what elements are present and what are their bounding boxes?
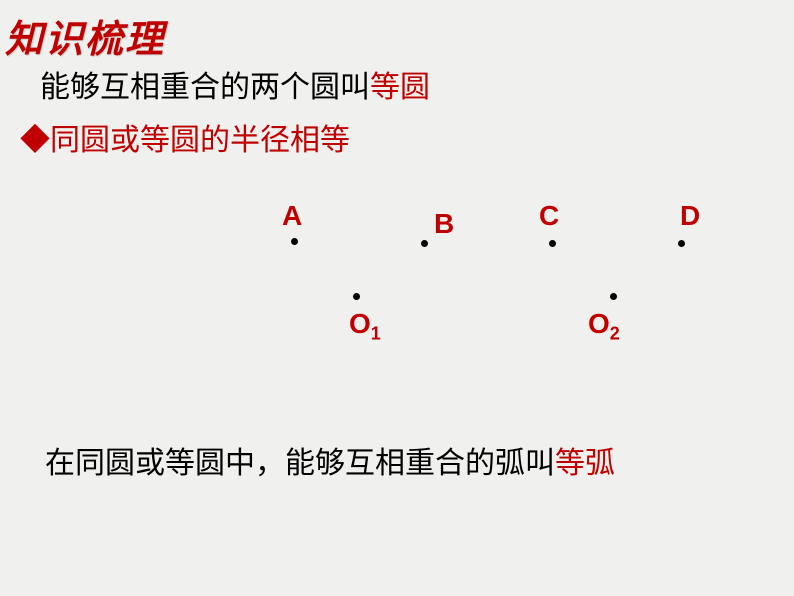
dot-c [549,240,556,247]
label-a: A [282,200,302,232]
label-o2-main: O [588,308,610,339]
label-d: D [680,200,700,232]
diagram-container: A B C D O1 O2 [0,0,794,596]
dot-o2 [610,293,617,300]
definition-line-3: 在同圆或等圆中，能够互相重合的弧叫等弧 [45,438,615,482]
dot-d [678,240,685,247]
label-o1-sub: 1 [371,324,381,344]
label-o2-sub: 2 [610,324,620,344]
dot-o1 [353,293,360,300]
label-c: C [539,200,559,232]
dot-a [291,238,298,245]
label-o1: O1 [349,308,381,345]
label-o1-main: O [349,308,371,339]
label-o2: O2 [588,308,620,345]
definition-text-3: 在同圆或等圆中，能够互相重合的弧叫 [45,447,555,480]
definition-highlight-3: 等弧 [555,447,615,480]
label-b: B [434,208,454,240]
dot-b [421,240,428,247]
